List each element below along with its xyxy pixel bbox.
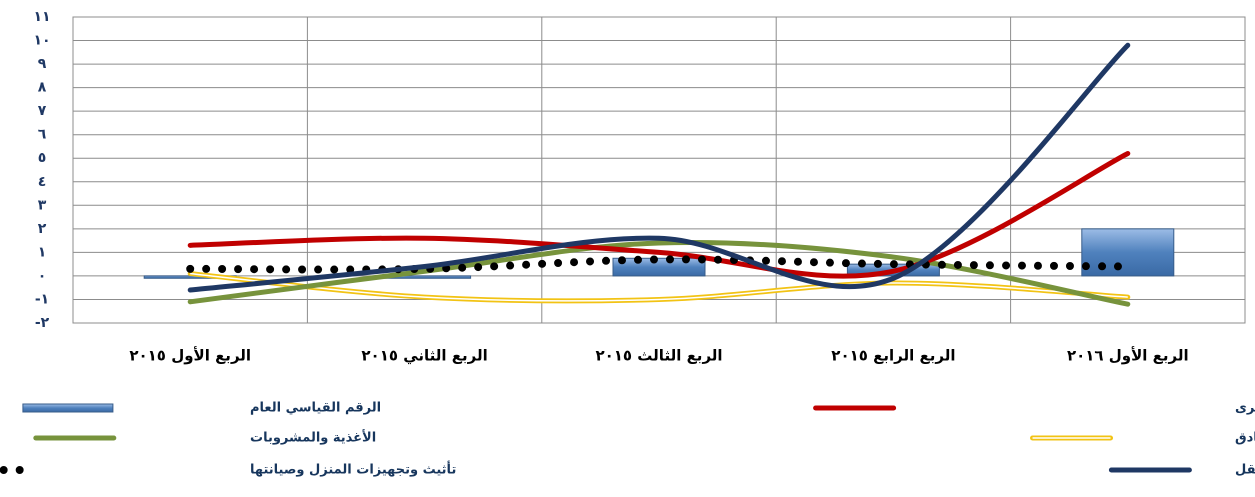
y-tick-label: ٨ [38,80,47,96]
y-tick-label: ١٠ [33,33,50,49]
y-tick-label: ٢ [38,221,47,237]
legend-swatch [22,403,114,413]
y-tick-label: ١ [38,244,47,260]
y-tick-label: -٢ [35,315,50,331]
y-tick-label: ١١ [33,9,50,25]
x-tick-label: الربع الرابع ٢٠١٥ [831,347,955,365]
line-series [187,151,1131,279]
legend-label: الرقم القياسي العام [250,401,381,416]
y-tick-label: ٧ [38,103,47,119]
line-series [186,255,1132,274]
bar [612,257,706,277]
line-series [187,239,1131,307]
legend-label: النقل [1235,463,1255,478]
x-tick-label: الربع الثالث ٢٠١٥ [595,347,722,365]
legend-label: المطاعم والفنادق [1235,431,1255,446]
y-tick-label: ٣ [38,197,47,213]
line-series-inner [190,272,1128,302]
bar [1081,228,1175,277]
plot-area [72,16,1246,324]
legend-label: تأثيث وتجهيزات المنزل وصيانتها [250,461,456,478]
y-tick-label: -١ [35,291,49,307]
y-tick-label: ٥ [38,150,47,166]
legend-label: الأغذية والمشروبات [250,429,376,446]
y-tick-label: ٠ [38,268,47,284]
y-tick-label: ٩ [38,56,47,72]
x-tick-label: الربع الأول ٢٠١٥ [129,347,251,365]
x-tick-label: الربع الأول ٢٠١٦ [1067,347,1189,365]
legend-label: السكن والمياه والكهرباء والغاز وأنواع ال… [1235,399,1255,416]
y-tick-label: ٤ [38,174,47,190]
line-series [187,42,1131,293]
x-tick-label: الربع الثاني ٢٠١٥ [361,347,487,365]
y-tick-label: ٦ [38,127,47,143]
